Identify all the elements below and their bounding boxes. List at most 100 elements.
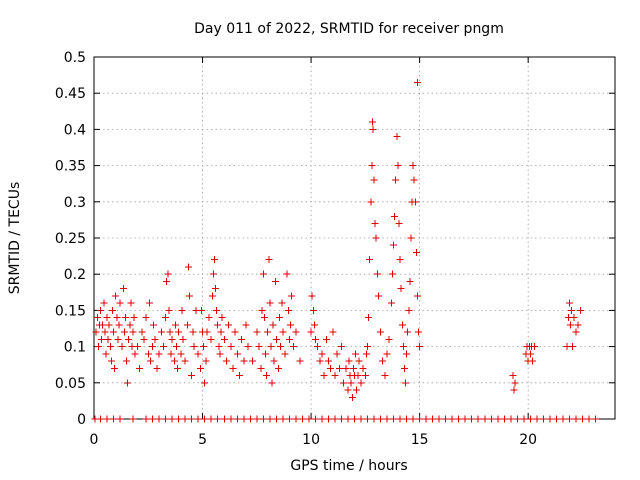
data-point bbox=[348, 393, 356, 401]
data-point-zero bbox=[259, 415, 267, 423]
y-axis-label: SRMTID / TECUs bbox=[7, 182, 23, 295]
data-point bbox=[392, 176, 400, 184]
data-point bbox=[307, 328, 315, 336]
data-point bbox=[383, 350, 391, 358]
data-point bbox=[220, 335, 228, 343]
data-point bbox=[225, 321, 233, 329]
data-point bbox=[311, 335, 319, 343]
data-point bbox=[98, 335, 106, 343]
data-point bbox=[257, 364, 265, 372]
data-point-zero bbox=[344, 415, 352, 423]
data-point-zero bbox=[559, 415, 567, 423]
data-point bbox=[283, 270, 291, 278]
data-point bbox=[372, 234, 380, 242]
data-point bbox=[201, 379, 209, 387]
data-point bbox=[100, 299, 108, 307]
y-tick-label: 0.2 bbox=[64, 267, 86, 283]
data-point bbox=[296, 357, 304, 365]
data-point-zero bbox=[201, 415, 209, 423]
data-point bbox=[227, 343, 235, 351]
data-point bbox=[208, 292, 216, 300]
data-point bbox=[113, 314, 121, 322]
data-point-zero bbox=[416, 415, 424, 423]
data-point bbox=[371, 220, 379, 228]
data-point-zero bbox=[214, 415, 222, 423]
data-point bbox=[531, 343, 539, 351]
data-point bbox=[248, 357, 256, 365]
data-point bbox=[177, 350, 185, 358]
x-axis-label: GPS time / hours bbox=[290, 458, 407, 474]
data-point bbox=[271, 277, 279, 285]
data-point bbox=[290, 343, 298, 351]
data-point-zero bbox=[168, 415, 176, 423]
y-tick-label: 0.45 bbox=[55, 86, 86, 102]
data-point bbox=[404, 328, 412, 336]
data-point bbox=[97, 306, 105, 314]
data-point-zero bbox=[240, 415, 248, 423]
data-point bbox=[167, 350, 175, 358]
data-point bbox=[309, 306, 317, 314]
data-point bbox=[324, 357, 332, 365]
data-point bbox=[171, 321, 179, 329]
data-point-zero bbox=[351, 415, 358, 423]
data-point-zero bbox=[253, 415, 261, 423]
data-point bbox=[108, 306, 116, 314]
data-point bbox=[183, 321, 191, 329]
data-point bbox=[331, 372, 339, 380]
data-point bbox=[105, 321, 113, 329]
y-axis-tick-labels: 0 0.05 0.1 0.15 0.2 0.25 0.3 0.35 0.4 0.45 0.5 bbox=[55, 50, 86, 428]
y-tick-label: 0.25 bbox=[55, 231, 86, 247]
data-point bbox=[353, 386, 361, 394]
data-point bbox=[407, 234, 415, 242]
data-point-zero bbox=[546, 415, 554, 423]
data-point-zero bbox=[377, 415, 385, 423]
data-point bbox=[214, 321, 222, 329]
data-point bbox=[159, 343, 167, 351]
data-point bbox=[310, 321, 318, 329]
data-point-zero bbox=[266, 415, 274, 423]
data-point-zero bbox=[552, 415, 560, 423]
data-point-zero bbox=[513, 415, 521, 423]
data-point bbox=[213, 306, 221, 314]
data-point-zero bbox=[357, 415, 365, 423]
data-point-zero bbox=[246, 415, 254, 423]
data-point bbox=[215, 343, 223, 351]
data-point bbox=[112, 292, 120, 300]
data-point-zero bbox=[468, 415, 476, 423]
data-point-zero bbox=[500, 415, 508, 423]
data-point bbox=[222, 357, 230, 365]
data-point bbox=[203, 328, 211, 336]
data-point-zero bbox=[116, 415, 124, 423]
data-point bbox=[411, 198, 419, 206]
data-point bbox=[165, 306, 173, 314]
x-tick-label: 15 bbox=[411, 432, 429, 448]
data-point bbox=[168, 335, 176, 343]
y-tick-label: 0.1 bbox=[64, 340, 86, 356]
data-point bbox=[374, 292, 382, 300]
data-point bbox=[124, 379, 132, 387]
data-point bbox=[197, 306, 205, 314]
data-point bbox=[212, 285, 220, 293]
data-point bbox=[391, 212, 399, 220]
data-point-zero bbox=[448, 415, 456, 423]
data-point bbox=[333, 350, 341, 358]
data-point bbox=[278, 299, 286, 307]
data-point bbox=[106, 343, 114, 351]
data-point bbox=[202, 357, 210, 365]
data-point bbox=[308, 292, 316, 300]
data-point bbox=[385, 335, 393, 343]
data-point bbox=[276, 314, 284, 322]
data-point bbox=[320, 372, 328, 380]
data-point-zero bbox=[129, 415, 137, 423]
data-point bbox=[349, 364, 357, 372]
data-point bbox=[335, 364, 343, 372]
data-point bbox=[131, 350, 139, 358]
data-point bbox=[277, 343, 285, 351]
data-point bbox=[200, 343, 208, 351]
data-point bbox=[111, 364, 119, 372]
data-point bbox=[127, 299, 135, 307]
data-point bbox=[566, 321, 574, 329]
data-point bbox=[387, 299, 395, 307]
